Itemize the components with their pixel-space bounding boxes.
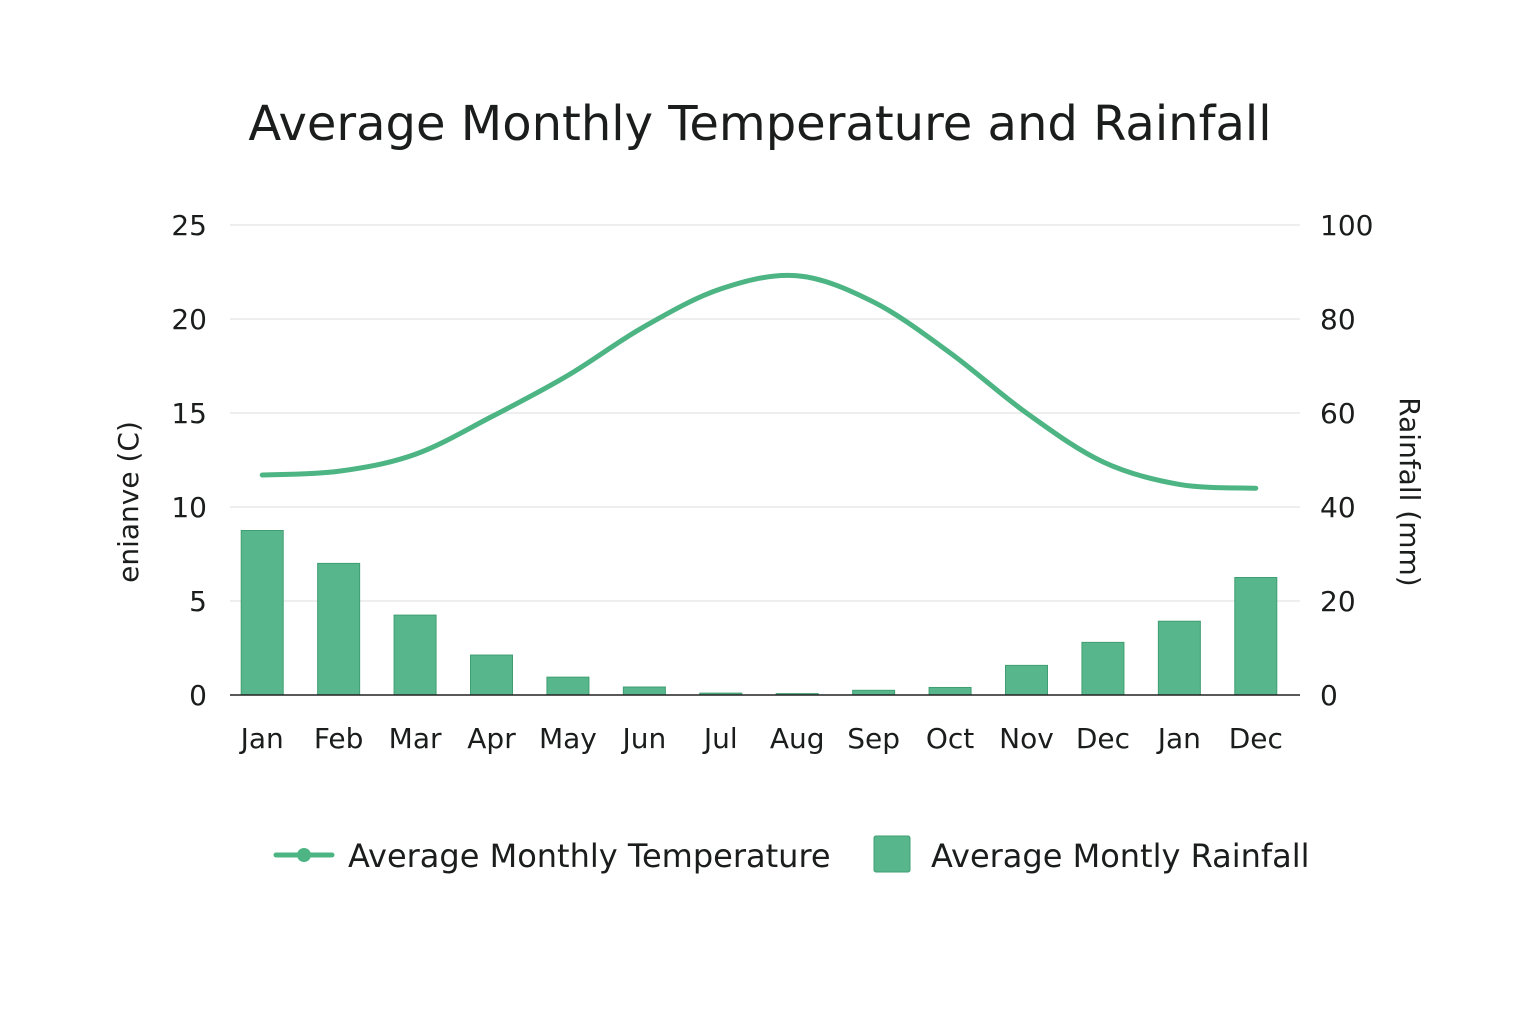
x-tick: Apr bbox=[467, 722, 516, 755]
x-tick: Mar bbox=[389, 722, 442, 755]
x-tick: Nov bbox=[999, 722, 1054, 755]
rainfall-bar[interactable] bbox=[1081, 641, 1125, 696]
x-tick: May bbox=[539, 722, 597, 755]
right-y-tick: 0 bbox=[1320, 679, 1338, 712]
rainfall-bar[interactable] bbox=[928, 686, 972, 696]
x-tick: Dec bbox=[1229, 722, 1283, 755]
right-y-tick-labels: 0 20 40 60 80 100 bbox=[1320, 209, 1373, 712]
right-y-tick: 60 bbox=[1320, 397, 1356, 430]
left-y-tick-labels: 0 5 10 15 20 25 bbox=[171, 209, 207, 712]
right-y-tick: 20 bbox=[1320, 585, 1356, 618]
x-tick: Jun bbox=[620, 722, 666, 755]
x-tick: Jan bbox=[239, 722, 284, 755]
legend-item-temperature[interactable]: Average Monthly Temperature bbox=[273, 837, 831, 875]
x-tick: Feb bbox=[314, 722, 364, 755]
temperature-line-layer bbox=[259, 272, 1259, 491]
left-y-tick: 10 bbox=[171, 491, 207, 524]
legend-item-rainfall[interactable]: Average Montly Rainfall bbox=[873, 835, 1310, 875]
x-tick: Dec bbox=[1076, 722, 1130, 755]
right-axis-label: Rainfall (mm) bbox=[1393, 397, 1426, 586]
rainfall-bar[interactable] bbox=[1157, 620, 1201, 696]
left-y-tick: 0 bbox=[189, 679, 207, 712]
chart-title: Average Monthly Temperature and Rainfall bbox=[248, 96, 1271, 152]
rainfall-bar[interactable] bbox=[240, 530, 284, 696]
rainfall-bars bbox=[240, 530, 1278, 696]
rainfall-bar[interactable] bbox=[470, 654, 513, 696]
right-y-tick: 80 bbox=[1320, 303, 1356, 336]
legend-line-dot bbox=[297, 848, 311, 862]
rainfall-bar[interactable] bbox=[1234, 577, 1278, 696]
left-y-tick: 15 bbox=[171, 397, 207, 430]
rainfall-bar[interactable] bbox=[1005, 664, 1048, 696]
left-y-tick: 25 bbox=[171, 209, 207, 242]
x-tick: Oct bbox=[926, 722, 974, 755]
rainfall-bar[interactable] bbox=[393, 614, 437, 696]
legend-label-rainfall: Average Montly Rainfall bbox=[931, 837, 1310, 875]
right-y-tick: 100 bbox=[1320, 209, 1373, 242]
rainfall-bar[interactable] bbox=[546, 676, 590, 696]
left-y-tick: 5 bbox=[189, 585, 207, 618]
legend-bar-swatch bbox=[873, 835, 911, 873]
legend: Average Monthly Temperature Average Mont… bbox=[273, 835, 1310, 875]
left-axis-label: enianve (C) bbox=[112, 421, 145, 583]
right-y-tick: 40 bbox=[1320, 491, 1356, 524]
x-tick-labels: Jan Feb Mar Apr May Jun Jul Aug Sep Oct Nov Dec Jan D… bbox=[239, 722, 1283, 755]
x-tick: Jul bbox=[702, 722, 738, 755]
rainfall-bar[interactable] bbox=[622, 686, 666, 696]
rainfall-bar[interactable] bbox=[317, 562, 361, 696]
gridlines bbox=[230, 224, 1300, 602]
x-tick: Sep bbox=[847, 722, 900, 755]
x-tick: Aug bbox=[770, 722, 825, 755]
legend-label-temperature: Average Monthly Temperature bbox=[348, 837, 831, 875]
x-tick: Jan bbox=[1156, 722, 1201, 755]
temperature-line[interactable] bbox=[259, 272, 1259, 491]
left-y-tick: 20 bbox=[171, 303, 207, 336]
